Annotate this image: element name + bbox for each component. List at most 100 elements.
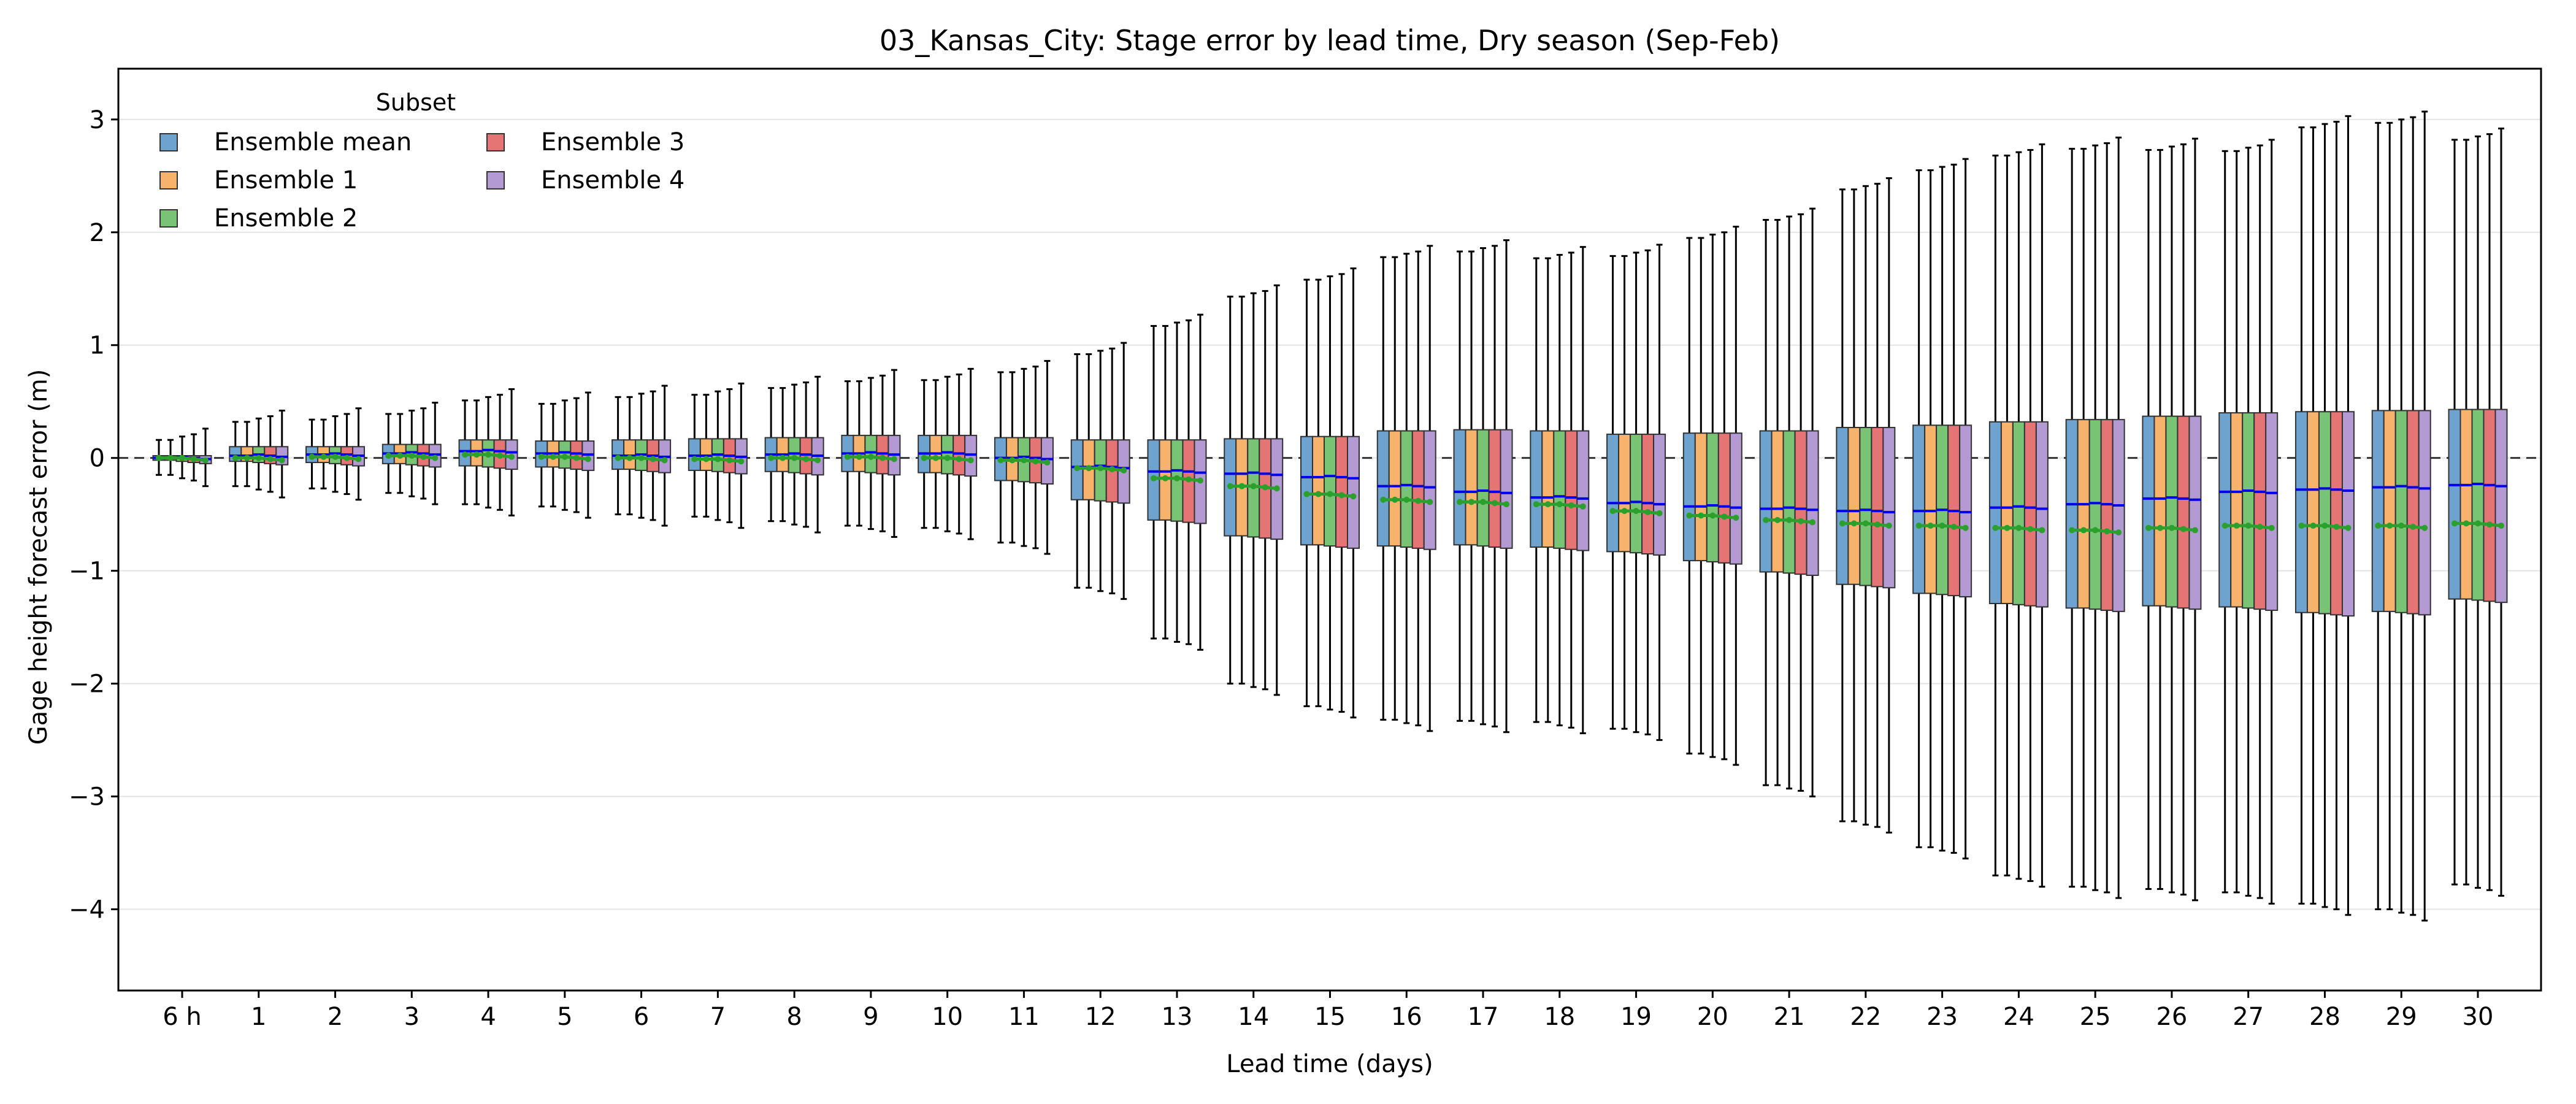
mean-marker: [2168, 524, 2175, 531]
box: [1335, 435, 1348, 548]
x-tick-label: 2: [328, 1003, 343, 1031]
mean-marker: [791, 454, 798, 461]
box: [1565, 430, 1578, 550]
box: [2371, 410, 2385, 612]
category-group: [918, 367, 978, 540]
mean-marker: [891, 456, 897, 462]
mean-marker: [615, 454, 621, 461]
mean-marker: [343, 454, 350, 461]
mean-marker: [473, 451, 480, 458]
box: [2459, 408, 2473, 600]
box: [2483, 408, 2496, 602]
mean-marker: [202, 457, 209, 464]
mean-marker: [1457, 499, 1463, 505]
mean-marker: [1609, 508, 1616, 515]
chart-title: 03_Kansas_City: Stage error by lead time…: [880, 24, 1780, 57]
mean-marker: [2345, 524, 2352, 531]
box: [2406, 410, 2420, 615]
mean-marker: [1109, 466, 1116, 473]
mean-marker: [2321, 523, 2328, 529]
category-group: [305, 407, 366, 501]
mean-marker: [1262, 484, 1268, 491]
mean-marker: [1568, 502, 1574, 508]
category-group: [1453, 239, 1513, 734]
category-group: [1836, 177, 1896, 834]
box: [1488, 429, 1501, 548]
mean-marker: [1809, 519, 1816, 526]
mean-marker: [2463, 520, 2469, 527]
box: [2000, 421, 2014, 604]
box: [2177, 415, 2190, 609]
mean-marker: [2156, 524, 2163, 531]
mean-marker: [1468, 499, 1475, 505]
x-tick-label: 4: [480, 1003, 496, 1031]
mean-marker: [573, 454, 580, 461]
mean-marker: [1927, 523, 1934, 529]
box: [1312, 435, 1325, 546]
mean-marker: [1097, 465, 1104, 472]
mean-marker: [1698, 512, 1704, 519]
box: [1988, 421, 2002, 604]
category-group: [1376, 245, 1436, 732]
box: [1576, 430, 1590, 551]
mean-marker: [1250, 483, 1257, 489]
mean-marker: [2004, 524, 2011, 531]
mean-marker: [2221, 523, 2228, 529]
mean-marker: [726, 457, 733, 464]
box: [941, 434, 954, 475]
mean-marker: [1709, 512, 1716, 519]
box: [1530, 430, 1543, 548]
mean-marker: [232, 454, 239, 461]
mean-marker: [1774, 516, 1781, 523]
x-tick-label: 19: [1620, 1003, 1652, 1031]
box: [1912, 424, 1926, 594]
mean-marker: [1656, 510, 1663, 516]
box: [2306, 411, 2320, 613]
mean-marker: [179, 454, 185, 461]
mean-marker: [1415, 497, 1422, 504]
box: [2341, 411, 2355, 617]
category-group: [2065, 136, 2125, 899]
box: [2329, 411, 2343, 616]
box: [2112, 419, 2125, 612]
box: [1859, 427, 1873, 586]
mean-marker: [691, 456, 698, 462]
category-group: [1530, 246, 1590, 735]
mean-marker: [1544, 501, 1551, 508]
mean-marker: [2333, 523, 2340, 530]
x-tick-label: 13: [1162, 1003, 1193, 1031]
x-tick-label: 22: [1850, 1003, 1881, 1031]
mean-marker: [191, 456, 197, 462]
box: [1388, 430, 1401, 547]
mean-marker: [1992, 524, 1999, 531]
mean-marker: [2115, 529, 2122, 536]
category-group: [1300, 267, 1360, 719]
category-group: [1147, 313, 1207, 651]
box: [1794, 430, 1807, 575]
mean-marker: [2039, 527, 2045, 534]
mean-marker: [1121, 467, 1127, 473]
y-axis-label: Gage height forecast error (m): [25, 369, 53, 745]
mean-marker: [385, 453, 392, 459]
box: [1376, 430, 1390, 547]
y-tick-label: −1: [69, 558, 105, 586]
mean-marker: [1533, 501, 1539, 508]
box: [2035, 421, 2049, 608]
mean-marker: [1238, 483, 1245, 489]
box: [1453, 429, 1466, 546]
mean-marker: [332, 453, 339, 460]
mean-marker: [2245, 523, 2252, 529]
y-tick-label: 1: [90, 332, 105, 360]
category-group: [2448, 128, 2508, 897]
box: [1500, 429, 1513, 549]
mean-marker: [638, 454, 645, 461]
x-tick-label: 26: [2156, 1003, 2187, 1031]
box: [2218, 412, 2232, 608]
mean-marker: [408, 453, 415, 459]
mean-marker: [921, 454, 927, 461]
mean-marker: [1798, 518, 1804, 524]
box: [2394, 410, 2408, 613]
mean-marker: [2386, 523, 2393, 529]
box: [1300, 435, 1313, 546]
mean-marker: [1086, 465, 1092, 472]
